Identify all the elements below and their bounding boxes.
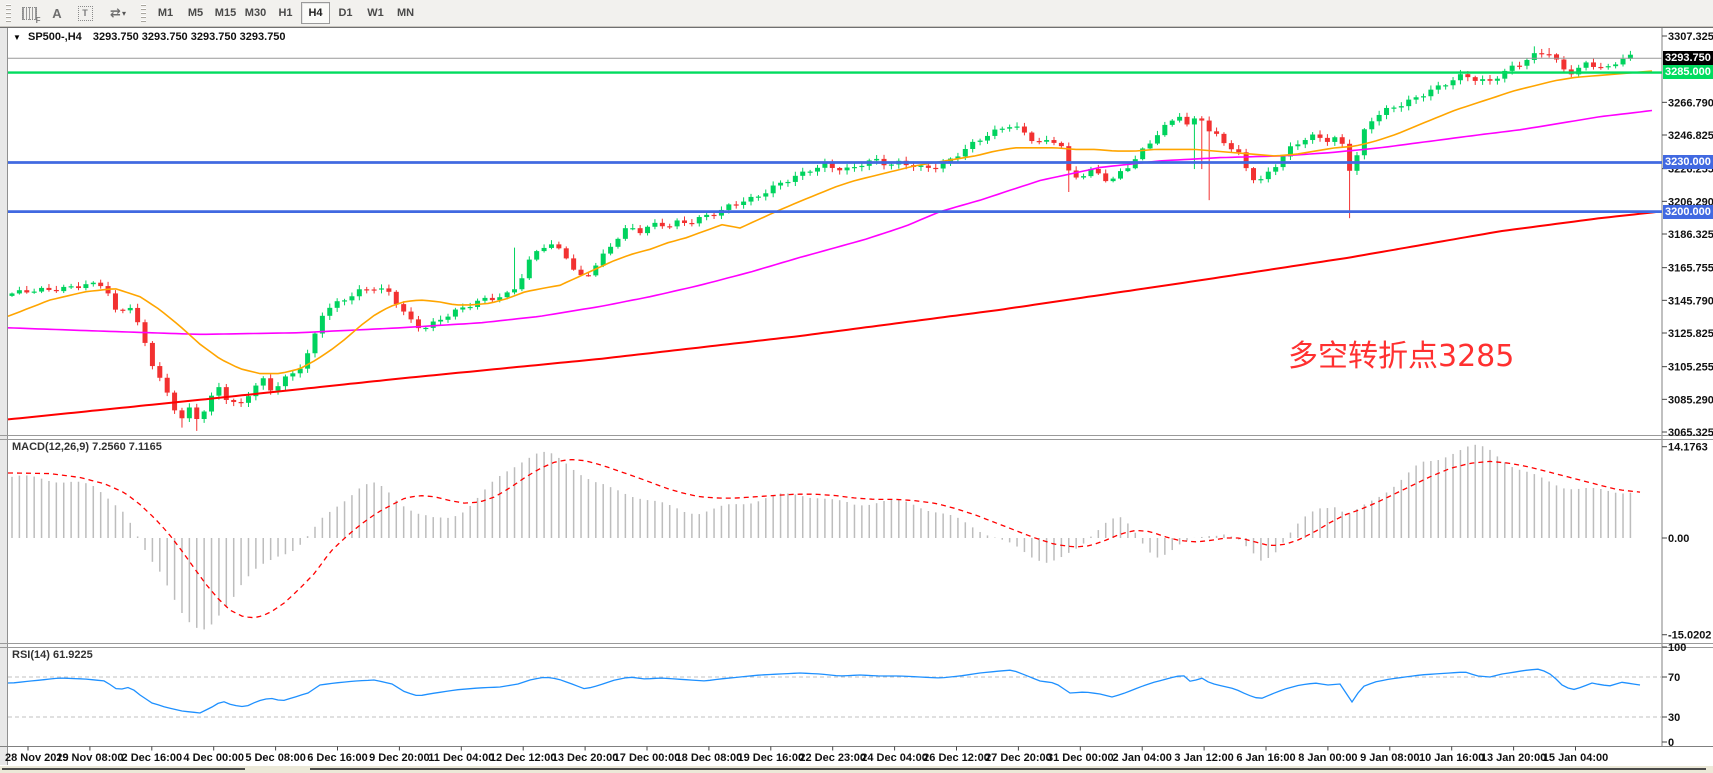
svg-text:6 Jan 16:00: 6 Jan 16:00 [1236,752,1295,764]
rsi-indicator-label: RSI(14) 61.9225 [12,649,93,661]
dotted-grid-icon: F [21,6,41,25]
svg-text:29 Nov 08:00: 29 Nov 08:00 [56,752,123,764]
svg-text:3186.325: 3186.325 [1668,229,1713,241]
svg-text:3307.325: 3307.325 [1668,31,1713,43]
chart-text-annotation[interactable]: 多空转折点3285 [1288,339,1515,374]
timeframe-button-group: M1 M5 M15 M30 H1 H4 D1 W1 MN [151,2,420,24]
svg-text:4 Dec 00:00: 4 Dec 00:00 [183,752,244,764]
svg-text:26 Dec 12:00: 26 Dec 12:00 [923,752,990,764]
timeframe-button-w1[interactable]: W1 [367,7,384,19]
svg-text:9 Dec 20:00: 9 Dec 20:00 [369,752,430,764]
main-price-pane[interactable] [7,46,1662,431]
svg-text:3065.325: 3065.325 [1668,427,1713,439]
svg-text:0.00: 0.00 [1668,533,1689,545]
pane-divider[interactable] [0,435,1713,648]
svg-text:30: 30 [1668,712,1680,724]
svg-text:2 Jan 04:00: 2 Jan 04:00 [1113,752,1172,764]
axis-labels: 3307.3253266.7903246.8253226.2553206.290… [1662,31,1713,749]
svg-text:3105.255: 3105.255 [1668,362,1713,374]
svg-text:3165.755: 3165.755 [1668,263,1713,275]
svg-text:5 Dec 08:00: 5 Dec 08:00 [245,752,306,764]
svg-text:10 Jan 16:00: 10 Jan 16:00 [1419,752,1484,764]
toolbar-grip-2[interactable] [141,4,146,22]
timeframe-button-d1[interactable]: D1 [338,7,353,19]
indicator-grid-button[interactable]: F [16,2,42,25]
text-t-icon: T [77,5,93,21]
svg-text:8 Jan 00:00: 8 Jan 00:00 [1298,752,1357,764]
terminal-edge-strip [0,765,1713,773]
chart-window-title[interactable]: ▼ SP500-,H4 3293.750 3293.750 3293.750 3… [13,31,286,43]
blue-upper-level-badge: 3230.000 [1663,155,1713,169]
svg-text:11 Dec 04:00: 11 Dec 04:00 [428,752,494,764]
svg-text:13 Jan 20:00: 13 Jan 20:00 [1481,752,1546,764]
timeframe-button-m30[interactable]: M30 [244,7,267,19]
tab-underline-segment [2,768,245,770]
collapse-triangle-icon[interactable]: ▼ [13,33,21,42]
macd-pane[interactable] [8,444,1641,630]
svg-text:6 Dec 16:00: 6 Dec 16:00 [307,752,368,764]
toolbar-grip[interactable] [6,4,11,22]
svg-text:22 Dec 23:00: 22 Dec 23:00 [799,752,866,764]
rsi-pane[interactable] [7,668,1662,718]
svg-text:0: 0 [1668,737,1674,749]
macd-indicator-label: MACD(12,26,9) 7.2560 7.1165 [12,441,162,453]
text-tool-button[interactable]: T [72,2,98,25]
timeframe-button-m1[interactable]: M1 [157,7,174,19]
svg-text:27 Dec 20:00: 27 Dec 20:00 [985,752,1052,764]
timeframe-button-m5[interactable]: M5 [187,7,204,19]
svg-text:3 Jan 12:00: 3 Jan 12:00 [1174,752,1233,764]
svg-text:-15.0202: -15.0202 [1668,630,1711,642]
svg-text:12 Dec 12:00: 12 Dec 12:00 [490,752,557,764]
timeframe-button-h1[interactable]: H1 [278,7,293,19]
svg-text:3085.290: 3085.290 [1668,394,1713,406]
svg-text:3145.790: 3145.790 [1668,295,1713,307]
svg-text:17 Dec 00:00: 17 Dec 00:00 [614,752,681,764]
ohlc-values-label: 3293.750 3293.750 3293.750 3293.750 [92,31,286,43]
timeframe-button-mn[interactable]: MN [396,7,415,19]
svg-text:70: 70 [1668,672,1680,684]
blue-lower-level-badge: 3200.000 [1663,205,1713,219]
svg-text:28 Nov 2019: 28 Nov 2019 [5,752,69,764]
svg-text:15 Jan 04:00: 15 Jan 04:00 [1543,752,1608,764]
top-toolbar: F A T ⇄ ▾ M1 M5 M15 M30 H1 H4 D1 W1 MN [0,0,1713,27]
font-button[interactable]: A [44,2,70,25]
svg-text:2 Dec 16:00: 2 Dec 16:00 [122,752,183,764]
svg-text:100: 100 [1668,642,1686,654]
svg-text:31 Dec 00:00: 31 Dec 00:00 [1047,752,1114,764]
green-level-badge: 3285.000 [1663,65,1713,79]
svg-text:3246.825: 3246.825 [1668,130,1713,142]
letter-a-icon: A [52,5,62,21]
arrange-windows-button[interactable]: ⇄ ▾ [100,2,136,25]
svg-text:3125.825: 3125.825 [1668,328,1713,340]
svg-text:9 Jan 08:00: 9 Jan 08:00 [1360,752,1419,764]
svg-text:24 Dec 04:00: 24 Dec 04:00 [861,752,928,764]
dropdown-caret-icon: ▾ [121,8,126,18]
svg-text:18 Dec 08:00: 18 Dec 08:00 [676,752,743,764]
timeframe-button-m15[interactable]: M15 [214,7,237,19]
timeframe-button-h4[interactable]: H4 [301,2,330,24]
double-arrows-icon: ⇄ [110,5,121,20]
current-price-badge: 3293.750 [1663,51,1713,65]
tab-underline-segment [310,768,1706,770]
svg-text:13 Dec 20:00: 13 Dec 20:00 [552,752,619,764]
svg-text:14.1763: 14.1763 [1668,442,1708,454]
symbol-period-label: SP500-,H4 [27,31,82,43]
svg-text:3266.790: 3266.790 [1668,97,1713,109]
svg-text:19 Dec 16:00: 19 Dec 16:00 [737,752,804,764]
